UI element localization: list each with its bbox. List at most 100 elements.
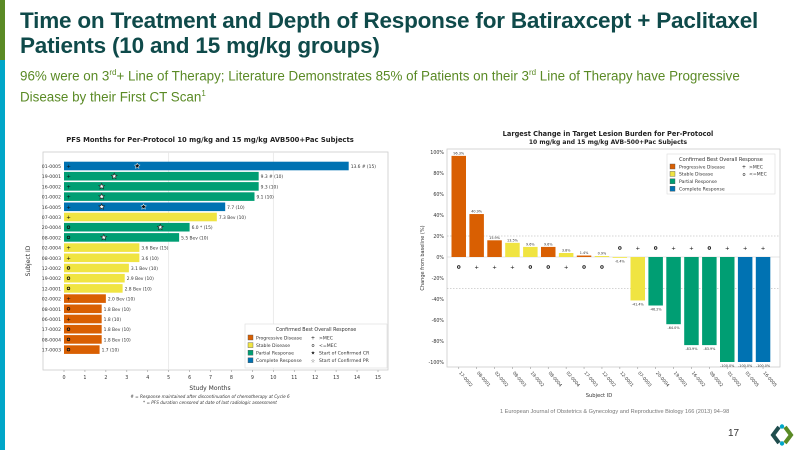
cr-start-star: [140, 203, 148, 210]
data-label: 40.9%: [471, 210, 483, 214]
chart-note: * = PFS duration censored at date of las…: [143, 400, 277, 405]
y-tick-label: 01-0005: [42, 164, 61, 170]
legend-swatch: [669, 171, 676, 177]
bar: [64, 243, 140, 252]
data-label: -100.0%: [738, 364, 753, 368]
data-label: 13.5%: [507, 238, 519, 242]
data-label: 3.1 Bev (10): [131, 266, 158, 272]
data-label: 9.3 # (10): [261, 174, 284, 180]
y-tick-label: 08-0002: [42, 235, 61, 241]
x-tick-label: 5: [167, 375, 170, 381]
legend-marker-label: Start of Confirmed CR: [319, 351, 370, 357]
x-tick-label: 16-0005: [762, 370, 779, 388]
subtitle-sup-1: rd: [109, 68, 117, 77]
bar: [541, 246, 556, 257]
bar: [64, 273, 125, 283]
legend-label: Complete Response: [256, 358, 302, 364]
data-label: 1.8 Bev (10): [104, 337, 131, 343]
legend-swatch: [669, 178, 676, 184]
x-tick-label: 8: [230, 375, 233, 381]
data-label: 15.9%: [489, 236, 501, 240]
x-tick-label: 08-0003: [511, 370, 528, 388]
x-tick-label: 19-0002: [529, 370, 546, 388]
subtitle-text-1: 96% were on 3: [20, 68, 110, 84]
y-tick-label: 19-0001: [42, 174, 61, 180]
y-tick-label: 80%: [433, 171, 444, 177]
bar: [64, 263, 129, 273]
data-label: -0.4%: [615, 259, 626, 263]
slide-title: Time on Treatment and Depth of Response …: [20, 8, 759, 58]
y-axis-label: Subject ID: [25, 245, 32, 276]
bar: [451, 155, 466, 257]
bar: [64, 222, 190, 232]
y-tick-label: 01-0002: [42, 195, 61, 201]
x-tick-label: 12: [312, 375, 318, 381]
bar: [64, 171, 259, 181]
y-tick-label: 08-0004: [42, 337, 61, 343]
x-tick-label: 1: [83, 375, 86, 381]
bar: [684, 257, 699, 346]
x-tick-label: 10: [270, 375, 276, 381]
data-label: 9.3 (10): [261, 184, 279, 190]
bar: [505, 242, 520, 257]
mec-above-marker: +: [66, 246, 71, 252]
legend-label: Stable Disease: [256, 343, 290, 349]
accent-bar-green: [0, 0, 5, 60]
x-tick-label: 7: [209, 375, 212, 381]
x-tick-label: 08-0001: [475, 370, 492, 388]
mec-above-marker: +: [492, 265, 497, 271]
cr-start-star: [133, 162, 141, 169]
x-tick-label: 9: [251, 375, 254, 381]
x-tick-label: 01-0002: [726, 370, 743, 388]
mec-above-marker: +: [66, 164, 71, 170]
legend-label: Complete Response: [679, 187, 725, 193]
slide-subtitle: 96% were on 3rd+ Line of Therapy; Litera…: [20, 64, 780, 107]
chart-title: PFS Months for Per-Protocol 10 mg/kg and…: [66, 136, 354, 144]
x-tick-label: 17-0002: [457, 370, 474, 388]
x-tick-label: 14: [354, 375, 360, 381]
data-label: 2.9 Bev (10): [127, 276, 154, 282]
mec-below-marker: [653, 246, 658, 250]
y-tick-label: -40%: [432, 297, 445, 303]
mec-below-marker: [66, 235, 71, 240]
bar: [523, 246, 538, 257]
y-tick-label: 08-0003: [42, 256, 61, 262]
bar: [64, 284, 123, 293]
bar: [594, 256, 610, 257]
subtitle-footnote-ref: 1: [201, 89, 206, 99]
legend-frame: [244, 323, 388, 369]
y-tick-label: 02-0002: [42, 297, 61, 303]
bar: [576, 255, 592, 257]
mec-below-marker: [66, 266, 71, 270]
legend-label: Partial Response: [679, 179, 717, 185]
x-tick-label: 19-0001: [672, 370, 689, 388]
x-tick-label: 11: [291, 375, 297, 381]
bar: [64, 294, 106, 303]
legend-title: Confirmed Best Overall Response: [679, 157, 763, 163]
legend-title: Confirmed Best Overall Response: [276, 327, 356, 333]
data-label: 9.6%: [526, 242, 535, 246]
mec-above-marker: +: [66, 205, 71, 211]
bar: [666, 257, 681, 325]
data-label: 9.1 (10): [256, 195, 274, 201]
mec-above-marker: +: [66, 297, 71, 303]
mec-above-marker: +: [761, 246, 766, 252]
legend-swatch: [247, 342, 254, 348]
data-label: 3.6 (10): [141, 256, 159, 262]
bar: [469, 214, 484, 257]
mec-above-marker: +: [66, 215, 71, 221]
pr-start-star: [110, 172, 118, 180]
legend-swatch: [247, 334, 254, 341]
x-tick-label: 02-0004: [565, 370, 582, 388]
x-tick-label: 20-0004: [654, 370, 671, 388]
x-tick-label: 07-0003: [636, 370, 653, 388]
legend-label: Partial Response: [256, 351, 294, 357]
subtitle-sup-2: rd: [528, 68, 537, 77]
y-tick-label: 60%: [433, 192, 444, 198]
y-tick-label: 19-0002: [42, 276, 61, 282]
mec-above-marker: +: [689, 246, 694, 252]
legend-marker: o: [742, 172, 745, 178]
chart-note: # = Response maintained after discontinu…: [130, 394, 290, 399]
data-label: 0.9%: [598, 252, 607, 256]
pr-start-star: [98, 203, 106, 210]
